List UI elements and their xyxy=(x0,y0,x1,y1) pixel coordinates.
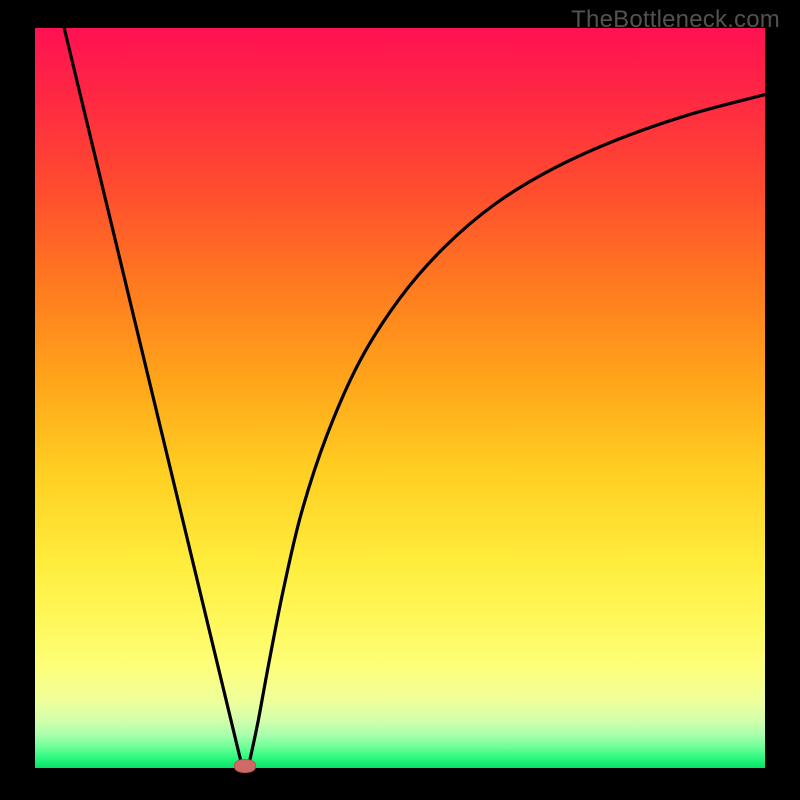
plot-area xyxy=(35,28,765,768)
watermark-text: TheBottleneck.com xyxy=(571,6,780,34)
chart-root: TheBottleneck.com xyxy=(0,0,800,800)
plot-svg xyxy=(35,28,765,768)
gradient-background xyxy=(35,28,765,768)
minimum-marker xyxy=(234,759,256,773)
